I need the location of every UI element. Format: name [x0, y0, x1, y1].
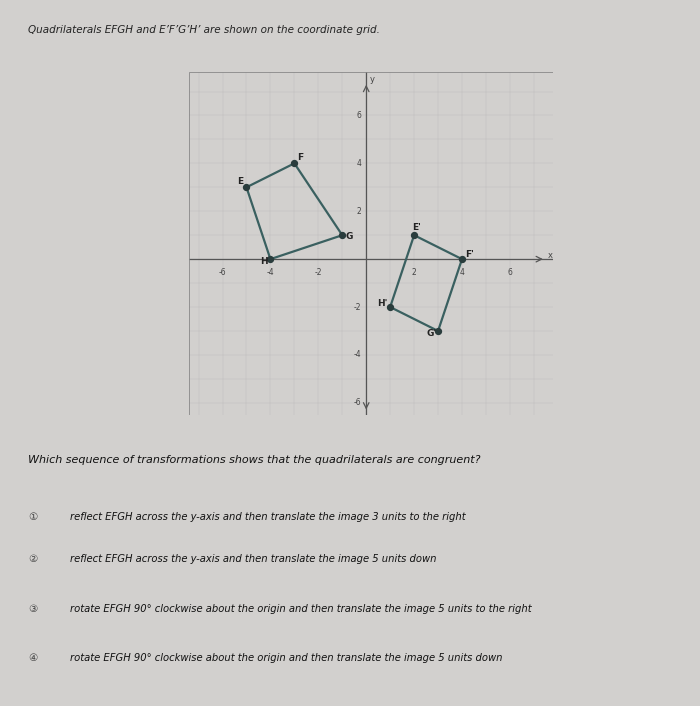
Text: reflect EFGH across the y-axis and then translate the image 5 units down: reflect EFGH across the y-axis and then … — [70, 554, 437, 564]
Point — [241, 181, 252, 193]
Text: 2: 2 — [412, 268, 416, 277]
Text: Which sequence of transformations shows that the quadrilaterals are congruent?: Which sequence of transformations shows … — [28, 455, 480, 465]
Point — [289, 157, 300, 169]
Text: Quadrilaterals EFGH and E’F’G’H’ are shown on the coordinate grid.: Quadrilaterals EFGH and E’F’G’H’ are sho… — [28, 25, 380, 35]
Text: reflect EFGH across the y-axis and then translate the image 3 units to the right: reflect EFGH across the y-axis and then … — [70, 512, 466, 522]
Text: -4: -4 — [267, 268, 274, 277]
Text: G: G — [346, 232, 354, 241]
Text: E': E' — [412, 223, 421, 232]
Point — [433, 325, 444, 337]
Text: 6: 6 — [508, 268, 512, 277]
Text: H': H' — [377, 299, 387, 308]
Text: -2: -2 — [354, 303, 361, 311]
Text: F: F — [297, 152, 303, 162]
Text: 4: 4 — [356, 159, 361, 168]
Point — [384, 301, 395, 313]
Point — [409, 229, 420, 241]
Text: F': F' — [466, 250, 475, 258]
Text: -4: -4 — [354, 350, 361, 359]
Point — [265, 253, 276, 265]
Text: ①: ① — [28, 512, 37, 522]
Text: 6: 6 — [356, 111, 361, 120]
Point — [456, 253, 468, 265]
Text: y: y — [370, 75, 374, 84]
Text: ③: ③ — [28, 604, 37, 614]
Text: G': G' — [426, 329, 436, 337]
Text: H: H — [260, 257, 267, 266]
Text: 2: 2 — [357, 207, 361, 216]
Text: -6: -6 — [354, 398, 361, 407]
Text: 4: 4 — [460, 268, 464, 277]
Text: ④: ④ — [28, 653, 37, 663]
Text: -2: -2 — [314, 268, 322, 277]
Text: ②: ② — [28, 554, 37, 564]
Point — [337, 229, 348, 241]
Text: x: x — [548, 251, 553, 260]
Text: E: E — [237, 176, 243, 186]
Text: rotate EFGH 90° clockwise about the origin and then translate the image 5 units : rotate EFGH 90° clockwise about the orig… — [70, 604, 531, 614]
Text: rotate EFGH 90° clockwise about the origin and then translate the image 5 units : rotate EFGH 90° clockwise about the orig… — [70, 653, 503, 663]
Text: -6: -6 — [218, 268, 226, 277]
